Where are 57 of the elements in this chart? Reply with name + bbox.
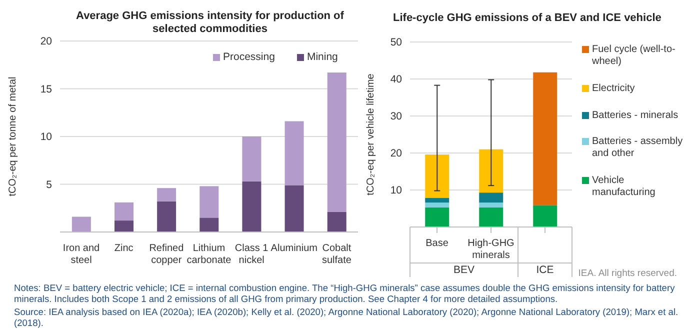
bar [242, 136, 262, 182]
y-tick-label: 30 [390, 110, 402, 123]
x-tick-label: Lithium carbonate [186, 243, 232, 266]
legend-label: Vehicle manufacturing [592, 175, 656, 199]
y-tick-label: 20 [40, 36, 52, 48]
bar [114, 220, 134, 232]
bar [479, 202, 504, 208]
bar [327, 72, 346, 212]
legend-label: Fuel cycle (well-to-wheel) [592, 44, 676, 68]
y-axis-title: tCO₂-eq per vehicle lifetime [366, 73, 377, 196]
x-tick-label: Iron and steel [62, 243, 100, 266]
bar [114, 202, 134, 221]
y-tick-label: 5 [46, 178, 52, 191]
bar [533, 72, 558, 206]
chart-title: Life-cycle GHG emissions of a BEV and ICE vehicle [392, 12, 662, 25]
text: ICE [535, 264, 555, 276]
bar [200, 186, 219, 218]
bar [425, 154, 450, 198]
text: BEV [452, 264, 476, 276]
y-tick-label: 10 [390, 184, 402, 197]
bar [157, 201, 176, 232]
bar [284, 121, 304, 186]
x-tick-label: Class 1 nickel [234, 243, 269, 266]
bar [327, 212, 346, 232]
bar [425, 207, 450, 227]
chart-title: Average GHG emissions intensity for production of selected commodities [75, 10, 345, 36]
bar [242, 181, 262, 232]
legend-label: Electricity [592, 82, 635, 95]
y-tick-label: 20 [390, 148, 402, 160]
bar [479, 207, 504, 227]
text: IEA. All rights reserved. [578, 268, 677, 279]
y-axis-title: tCO₂-eq per tonne of metal [8, 76, 19, 196]
y-tick-label: 10 [40, 131, 52, 144]
y-tick-label: 15 [40, 83, 52, 96]
bar [479, 149, 504, 193]
bar [284, 185, 304, 232]
x-tick-label: Aluminium [270, 243, 318, 254]
x-tick-label: Refined copper [149, 243, 184, 266]
bar [533, 205, 558, 227]
y-tick-label: 40 [390, 74, 402, 86]
bar [479, 192, 504, 203]
x-tick-label: Base [426, 238, 449, 249]
bar [425, 202, 450, 208]
x-tick-label: High-GHG minerals [468, 238, 515, 261]
bar [72, 216, 91, 232]
x-tick-label: Cobalt sulfate [322, 243, 352, 266]
legend-label: Mining [306, 51, 338, 63]
text: Notes: BEV = battery electric vehicle; ICE = internal combustion engine. The “High-GHG minerals” case assumes double the GHG emissions intensity for battery minerals. Includes both Scope 1 and 2 emissions of all GHG from primary production. See Chapter 4 for more detailed assumptions. [14, 283, 676, 305]
bar [200, 218, 219, 232]
bar [425, 198, 450, 203]
bar [157, 188, 176, 202]
x-tick-label: Zinc [114, 243, 134, 254]
legend-label: Batteries - minerals [592, 110, 678, 122]
legend-label: Batteries - assembly and other [592, 136, 684, 160]
legend-label: Processing [222, 51, 275, 63]
source-note: Source: IEA analysis based on IEA (2020a); IEA (2020b); Kelly et al. (2020); Argonne National Laboratory (2020); Argonne National Laboratory (2019); Marx et al. (2018). [14, 307, 679, 329]
y-tick-label: 50 [390, 36, 402, 49]
